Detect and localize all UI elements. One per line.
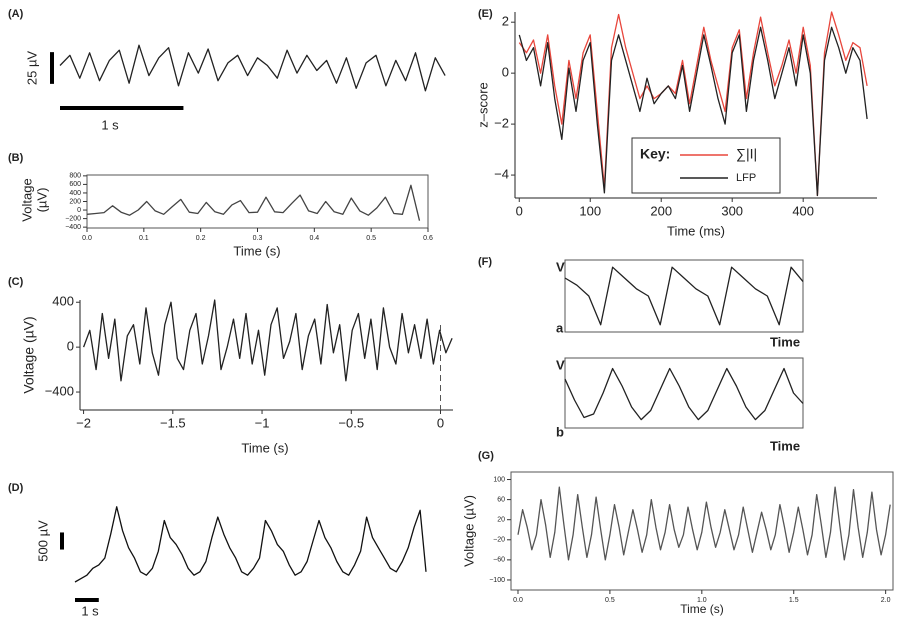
x-tick-label: 0.3 [253, 235, 263, 242]
scale-bar-label: 500 µV [35, 520, 50, 562]
y-axis-title: z–score [475, 82, 490, 128]
x-axis-title: Time [770, 438, 800, 453]
x-axis-title: Time (s) [233, 243, 280, 258]
subpanel-tag: b [556, 424, 564, 439]
scale-bar-label: 1 s [101, 117, 119, 132]
y-tick-label: −200 [65, 215, 81, 222]
x-tick-label: 0 [437, 415, 444, 430]
trace [518, 11, 868, 197]
x-tick-label: 300 [721, 203, 743, 218]
trace [74, 506, 427, 583]
panel-label: (F) [478, 256, 492, 268]
x-tick-label: 0 [516, 203, 523, 218]
x-tick-label: 1.5 [789, 597, 799, 604]
panel-label: (G) [478, 450, 494, 462]
x-tick-label: 100 [579, 203, 601, 218]
x-tick-label: 0.5 [366, 235, 376, 242]
x-tick-label: 0.4 [309, 235, 319, 242]
plot-frame [86, 174, 429, 229]
y-axis-title: Voltage (µV) [21, 316, 37, 393]
x-tick-label: 0.1 [139, 235, 149, 242]
trace [59, 44, 446, 92]
legend-title: Key: [640, 146, 670, 162]
x-tick-label: 2.0 [881, 597, 891, 604]
x-axis-title: Time (ms) [667, 223, 725, 238]
y-tick-label: 0 [502, 65, 509, 80]
y-tick-label: 60 [497, 496, 505, 503]
plot-frame [564, 259, 804, 333]
plot-frame [564, 357, 804, 429]
x-tick-label: 0.0 [513, 597, 523, 604]
y-tick-label: 0 [67, 339, 74, 354]
legend-label: LFP [736, 172, 756, 184]
x-tick-label: 1.0 [697, 597, 707, 604]
y-tick-label: 800 [69, 173, 81, 180]
trace [564, 266, 804, 326]
y-tick-label: 600 [69, 181, 81, 188]
panel-label: (C) [8, 276, 24, 288]
trace [518, 26, 868, 197]
legend-box [631, 137, 781, 194]
legend-label: ∑|I| [736, 146, 757, 162]
y-tick-label: −4 [494, 167, 509, 182]
y-axis-title: V [556, 357, 565, 372]
y-tick-label: 400 [69, 190, 81, 197]
y-tick-label: −400 [45, 383, 74, 398]
scale-bar-label: 1 s [81, 603, 99, 618]
x-axis-title: Time (s) [241, 440, 288, 455]
x-tick-label: 0.0 [82, 235, 92, 242]
y-tick-label: 20 [497, 517, 505, 524]
x-tick-label: −1 [255, 415, 270, 430]
y-tick-label: −20 [493, 537, 505, 544]
x-tick-label: −2 [76, 415, 91, 430]
y-tick-label: −400 [65, 224, 81, 231]
panel-label: (A) [8, 8, 24, 20]
trace [82, 299, 453, 382]
x-tick-label: −1.5 [160, 415, 186, 430]
scale-bar-label: 25 µV [24, 51, 39, 86]
x-tick-label: 200 [650, 203, 672, 218]
x-tick-label: 0.5 [605, 597, 615, 604]
y-axis-title: Voltage [19, 178, 34, 221]
y-tick-label: 2 [502, 14, 509, 29]
y-tick-label: 200 [69, 198, 81, 205]
panel-label: (E) [478, 8, 493, 20]
y-tick-label: 400 [52, 294, 74, 309]
y-axis-title: V [556, 259, 565, 274]
y-tick-label: −100 [489, 577, 505, 584]
x-axis-title: Time [770, 334, 800, 349]
y-tick-label: 0 [77, 207, 81, 214]
subpanel-tag: a [556, 320, 564, 335]
x-tick-label: 0.2 [196, 235, 206, 242]
x-tick-label: 400 [792, 203, 814, 218]
x-axis-title: Time (s) [680, 602, 724, 616]
x-tick-label: −0.5 [338, 415, 364, 430]
y-tick-label: −60 [493, 557, 505, 564]
trace [564, 367, 804, 421]
x-tick-label: 0.6 [423, 235, 433, 242]
y-tick-label: −2 [494, 116, 509, 131]
y-tick-label: 100 [493, 476, 505, 483]
trace [86, 184, 421, 221]
y-axis-title: (µV) [34, 188, 49, 213]
trace [517, 486, 891, 561]
panel-label: (B) [8, 152, 24, 164]
y-axis-title: Voltage (µV) [461, 495, 476, 567]
panel-label: (D) [8, 482, 24, 494]
